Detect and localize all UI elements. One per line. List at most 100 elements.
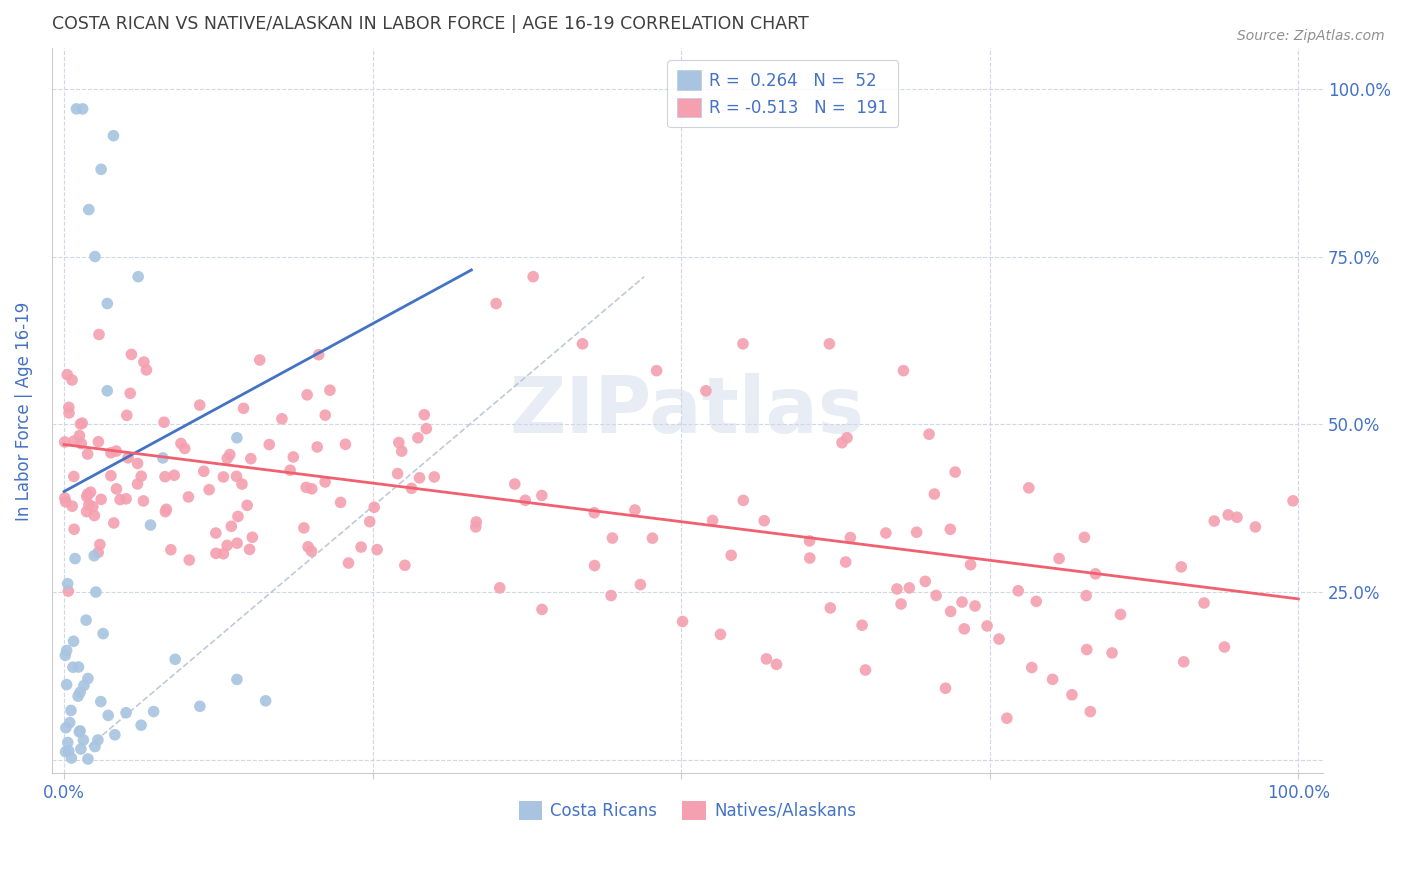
Point <box>193 464 215 478</box>
Point <box>1084 566 1107 581</box>
Point <box>401 481 423 495</box>
Point <box>820 601 842 615</box>
Point <box>79 485 101 500</box>
Point <box>89 537 111 551</box>
Point <box>217 451 239 466</box>
Point <box>77 752 100 766</box>
Point <box>1109 607 1132 622</box>
Point <box>127 269 149 284</box>
Point <box>76 505 98 519</box>
Point <box>530 602 553 616</box>
Point <box>82 500 104 514</box>
Point <box>83 508 105 523</box>
Point <box>925 589 948 603</box>
Point <box>893 364 915 378</box>
Point <box>55 745 77 759</box>
Text: COSTA RICAN VS NATIVE/ALASKAN IN LABOR FORCE | AGE 16-19 CORRELATION CHART: COSTA RICAN VS NATIVE/ALASKAN IN LABOR F… <box>52 15 808 33</box>
Point <box>391 444 413 458</box>
Point <box>292 521 315 535</box>
Point <box>1076 642 1098 657</box>
Point <box>464 520 486 534</box>
Point <box>1060 688 1083 702</box>
Point <box>55 643 77 657</box>
Point <box>835 431 858 445</box>
Point <box>754 514 776 528</box>
Point <box>765 657 787 672</box>
Point <box>1204 514 1226 528</box>
Point <box>60 373 83 387</box>
Point <box>226 509 249 524</box>
Point <box>62 469 84 483</box>
Point <box>628 577 651 591</box>
Point <box>918 427 941 442</box>
Point <box>56 735 79 749</box>
Point <box>485 296 508 310</box>
Point <box>72 733 94 747</box>
Point <box>231 477 253 491</box>
Point <box>600 589 623 603</box>
Point <box>153 469 176 483</box>
Point <box>1218 508 1240 522</box>
Point <box>163 468 186 483</box>
Point <box>58 401 80 415</box>
Point <box>709 627 731 641</box>
Point <box>91 626 114 640</box>
Point <box>218 448 240 462</box>
Point <box>63 522 86 536</box>
Point <box>239 542 262 557</box>
Point <box>924 487 946 501</box>
Point <box>59 703 82 717</box>
Point <box>934 681 956 696</box>
Point <box>53 491 76 505</box>
Point <box>212 547 235 561</box>
Point <box>1025 594 1047 608</box>
Point <box>995 711 1018 725</box>
Point <box>394 558 416 573</box>
Point <box>702 513 724 527</box>
Point <box>939 605 962 619</box>
Point <box>84 585 107 599</box>
Point <box>179 553 201 567</box>
Point <box>70 416 93 430</box>
Point <box>221 519 243 533</box>
Point <box>530 488 553 502</box>
Point <box>335 437 357 451</box>
Point <box>69 428 91 442</box>
Point <box>236 499 259 513</box>
Point <box>976 619 998 633</box>
Point <box>839 531 862 545</box>
Point <box>132 355 155 369</box>
Point <box>90 695 112 709</box>
Point <box>83 549 105 563</box>
Point <box>1042 673 1064 687</box>
Point <box>70 742 93 756</box>
Point <box>488 581 510 595</box>
Point <box>1021 660 1043 674</box>
Point <box>58 406 80 420</box>
Point <box>225 469 247 483</box>
Point <box>259 437 281 451</box>
Point <box>408 471 430 485</box>
Point <box>87 545 110 559</box>
Point <box>301 482 323 496</box>
Point <box>583 558 606 573</box>
Point <box>77 672 100 686</box>
Point <box>77 202 100 217</box>
Point <box>415 422 437 436</box>
Point <box>127 477 149 491</box>
Point <box>152 450 174 465</box>
Point <box>1226 510 1249 524</box>
Point <box>132 494 155 508</box>
Point <box>388 435 411 450</box>
Point <box>103 128 125 143</box>
Point <box>53 434 76 449</box>
Point <box>67 660 90 674</box>
Point <box>96 384 118 398</box>
Point <box>55 495 77 509</box>
Point <box>720 549 742 563</box>
Point <box>129 469 152 483</box>
Point <box>100 468 122 483</box>
Point <box>170 436 193 450</box>
Point <box>886 582 908 596</box>
Point <box>875 526 897 541</box>
